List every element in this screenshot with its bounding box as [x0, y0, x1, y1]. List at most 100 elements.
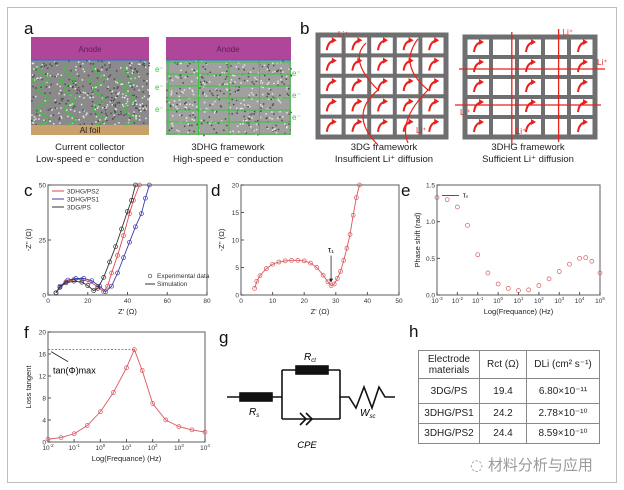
- electron-label: e⁻: [155, 83, 164, 92]
- data-point: [556, 269, 562, 274]
- data-point: [289, 258, 294, 263]
- caption-a-left-1: Current collector: [55, 142, 125, 153]
- tick-label: 103: [174, 443, 184, 452]
- electron-label: e⁻: [292, 91, 301, 100]
- data-point: [444, 197, 450, 203]
- y-axis-label: Loss tangent: [24, 365, 33, 409]
- electron-path: [37, 64, 49, 126]
- data-point: [254, 278, 260, 284]
- electron-label: e⁻: [59, 76, 68, 85]
- data-point: [314, 265, 320, 270]
- tick-label: 10-2: [42, 443, 54, 452]
- panel-label-e: e: [401, 181, 410, 200]
- tick-label: 102: [148, 443, 158, 452]
- arrowhead-icon: [531, 39, 536, 45]
- data-point: [127, 239, 132, 245]
- data-point: [109, 283, 114, 289]
- tick-label: 5: [235, 265, 239, 272]
- tick-label: 100: [493, 296, 503, 305]
- panel-label-h: h: [409, 322, 418, 341]
- tick-label: 40: [124, 298, 132, 305]
- data-point: [150, 401, 156, 406]
- anode-layer: [166, 37, 291, 60]
- panel-a-3dhg-framework: Anode e⁻ e⁻ e⁻ e⁻ e⁻ e⁻ 3DHG framework High-s…: [155, 37, 301, 165]
- data-point: [111, 390, 116, 395]
- data-point: [202, 429, 208, 435]
- y-axis-label: Phase shift (rad): [413, 212, 422, 268]
- wsc-label: Wsc: [360, 408, 375, 420]
- parameters-table: Electrode materials Rct (Ω) DLi (cm² s⁻¹…: [418, 350, 600, 444]
- chart-c: 0 20 40 60 80 0 25 50 Z' (Ω) -Z'' (Ω) 3DHG/PS23DHG…: [24, 183, 211, 317]
- li-ion-label: Li⁺: [563, 28, 573, 37]
- arrowhead-icon: [479, 119, 484, 125]
- caption-b-right-2: Sufficient Li⁺ diffusion: [482, 154, 574, 165]
- resistor-rs: [239, 392, 273, 402]
- data-point: [63, 280, 69, 286]
- arrowhead-icon: [408, 118, 414, 125]
- data-point: [53, 290, 59, 296]
- arrowhead-icon: [357, 37, 363, 44]
- data-point: [335, 276, 340, 281]
- tick-label: 0: [46, 298, 50, 305]
- li-diffusion-path: [404, 38, 429, 144]
- data-point: [270, 261, 275, 267]
- cell-rct: 24.4: [479, 423, 527, 444]
- anode-label: Anode: [216, 45, 240, 54]
- data-point: [81, 276, 87, 281]
- li-ion-label: Li⁺: [460, 108, 470, 117]
- data-point: [113, 244, 118, 249]
- arrowhead-icon: [531, 79, 536, 85]
- data-point: [546, 276, 552, 282]
- legend-entry: 3DG/PS: [67, 205, 92, 212]
- tick-label: 50: [395, 298, 403, 305]
- data-point: [434, 195, 440, 200]
- x-axis-label: Z' (Ω): [311, 307, 330, 316]
- panel-label-c: c: [24, 181, 33, 200]
- al-foil-layer: [31, 125, 149, 135]
- annotation-label: τ₁: [328, 246, 334, 255]
- tick-label: 1.0: [426, 219, 435, 226]
- arrowhead-icon: [383, 78, 388, 84]
- legend-entry: Simulation: [157, 281, 188, 288]
- table-row: 3DHG/PS2 24.4 8.59×10⁻¹⁰: [418, 423, 600, 444]
- data-point: [189, 427, 195, 433]
- data-point: [121, 255, 126, 260]
- table-header-row: Electrode materials Rct (Ω) DLi (cm² s⁻¹…: [418, 350, 600, 379]
- cell-rct: 24.2: [479, 403, 527, 424]
- figure-frame: [7, 7, 617, 483]
- legend-entry: Experimental data: [157, 273, 210, 280]
- arrowhead-icon: [479, 99, 484, 105]
- data-point: [295, 258, 301, 263]
- arrowhead-icon: [583, 119, 588, 125]
- panel-b-3dhg-framework: Li⁺ Li⁺ Li⁺ Li⁺: [455, 28, 607, 145]
- data-point: [338, 269, 343, 274]
- tick-label: 8: [42, 396, 46, 403]
- panel-label-d: d: [211, 181, 220, 200]
- x-axis-label: Z' (Ω): [118, 307, 137, 316]
- wechat-icon: ◌: [470, 456, 488, 474]
- data-point: [129, 198, 134, 203]
- caption-b-left-1: 3DG framework: [351, 142, 418, 153]
- data-point: [583, 255, 589, 260]
- li-ion-label: Li⁺: [597, 58, 607, 67]
- tick-label: 10: [269, 298, 277, 305]
- data-point: [97, 409, 103, 415]
- tick-label: 105: [595, 296, 605, 305]
- arrowhead-icon: [331, 78, 337, 84]
- data-point: [124, 365, 129, 371]
- tick-label: 60: [164, 298, 172, 305]
- arrowhead-icon: [434, 37, 440, 44]
- data-point: [71, 278, 77, 284]
- plot-area: [436, 184, 601, 296]
- tick-label: 40: [364, 298, 372, 305]
- table-row: 3DG/PS 19.4 6.80×10⁻¹¹: [418, 378, 600, 404]
- tick-label: 1.5: [426, 183, 435, 190]
- data-point: [58, 435, 64, 440]
- data-point: [282, 258, 288, 264]
- anode-label: Anode: [78, 45, 102, 54]
- legend-entry: 3DHG/PS1: [67, 197, 100, 204]
- data-point: [71, 431, 77, 437]
- data-point: [516, 288, 521, 293]
- table-row: 3DHG/PS1 24.2 2.78×10⁻¹⁰: [418, 403, 600, 424]
- header-rct: Rct (Ω): [479, 350, 527, 379]
